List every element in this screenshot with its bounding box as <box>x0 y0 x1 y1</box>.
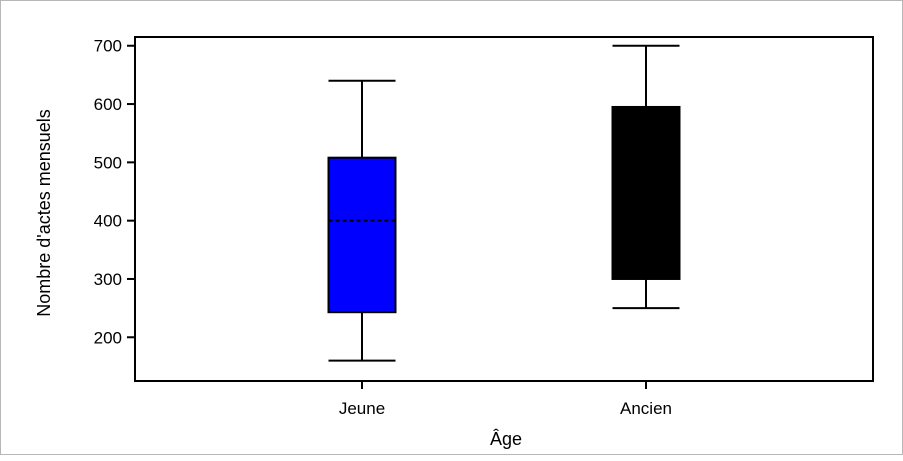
x-axis-title: Âge <box>490 429 522 449</box>
y-tick-label: 400 <box>94 212 122 231</box>
x-tick-label: Ancien <box>620 399 672 418</box>
y-tick-label: 200 <box>94 328 122 347</box>
plot-border <box>134 36 874 382</box>
box-ancien <box>611 105 681 280</box>
y-tick-label: 500 <box>94 153 122 172</box>
y-tick-label: 600 <box>94 95 122 114</box>
x-tick-label: Jeune <box>339 399 385 418</box>
y-axis-title: Nombre d'actes mensuels <box>34 109 54 317</box>
box-jeune <box>327 156 397 314</box>
y-tick-label: 300 <box>94 270 122 289</box>
plot-area: 200 300 400 500 600 700 Jeune Ancien <box>94 36 874 418</box>
y-tick-label: 700 <box>94 37 122 56</box>
